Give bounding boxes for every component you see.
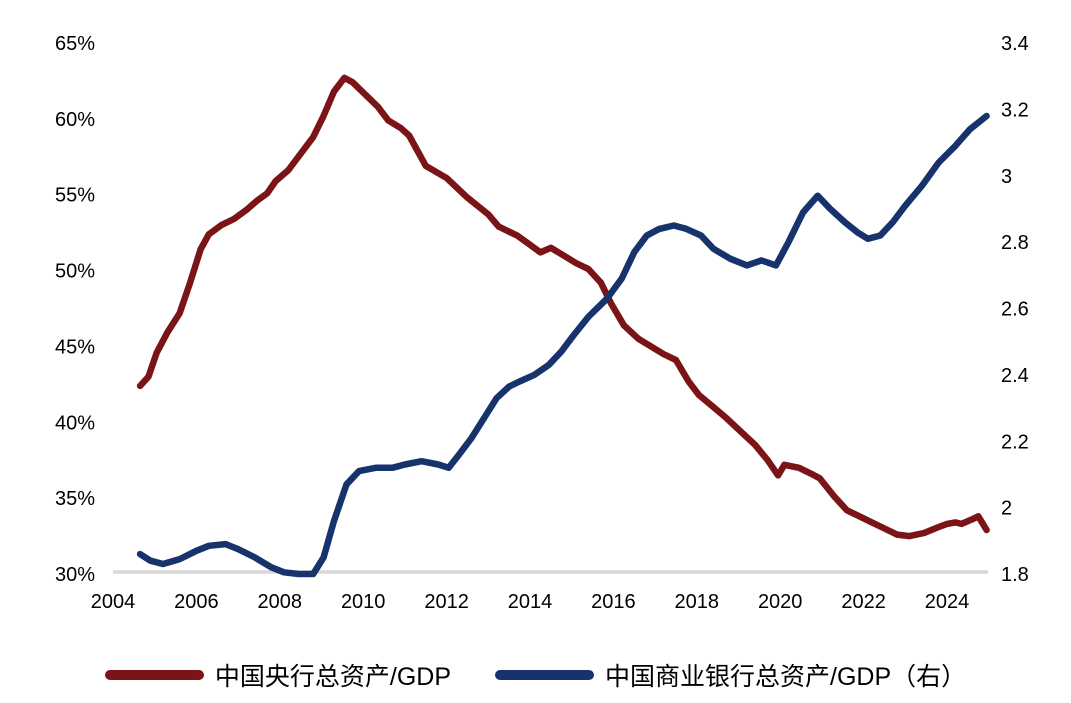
left-axis-tick-label: 30% <box>55 564 95 586</box>
right-axis-tick-label: 2 <box>1001 498 1012 520</box>
left-axis-tick-label: 50% <box>55 261 95 283</box>
commercial-banks-line-swatch <box>495 670 594 680</box>
left-axis-tick-label: 40% <box>55 412 95 434</box>
x-axis-tick-label: 2018 <box>675 591 720 613</box>
right-axis-tick-label: 2.8 <box>1001 232 1029 254</box>
left-axis-tick-label: 35% <box>55 488 95 510</box>
chart-legend: 中国央行总资产/GDP 中国商业银行总资产/GDP（右） <box>0 650 1071 700</box>
commercial-banks-assets-line <box>136 112 990 578</box>
x-axis-tick-label: 2014 <box>508 591 553 613</box>
right-axis-tick-label: 3.2 <box>1001 99 1029 121</box>
left-axis-tick-label: 60% <box>55 109 95 131</box>
x-axis-tick-label: 2024 <box>925 591 970 613</box>
x-axis-tick-label: 2020 <box>758 591 803 613</box>
right-axis-tick-label: 1.8 <box>1001 564 1029 586</box>
right-axis-tick-label: 2.4 <box>1001 365 1029 387</box>
left-axis-tick-label: 65% <box>55 33 95 55</box>
legend-item-commercial-banks: 中国商业银行总资产/GDP（右） <box>495 657 966 693</box>
x-axis-tick-label: 2008 <box>258 591 303 613</box>
central-bank-line-swatch <box>104 670 204 680</box>
right-axis-tick-label: 3.4 <box>1001 33 1029 55</box>
right-axis-tick-label: 2.6 <box>1001 299 1029 321</box>
x-axis-tick-label: 2010 <box>341 591 386 613</box>
x-axis-tick-label: 2004 <box>91 591 136 613</box>
right-axis-tick-label: 2.2 <box>1001 431 1029 453</box>
x-axis-tick-label: 2012 <box>424 591 469 613</box>
x-axis-tick-label: 2006 <box>174 591 219 613</box>
central-bank-legend-label: 中国央行总资产/GDP <box>214 663 451 691</box>
x-axis-tick-label: 2016 <box>591 591 636 613</box>
right-axis-tick-label: 3 <box>1001 166 1012 188</box>
legend-item-central-bank: 中国央行总资产/GDP <box>104 657 451 693</box>
central-bank-assets-line <box>136 74 990 540</box>
x-axis-tick-label: 2022 <box>841 591 886 613</box>
left-axis-tick-label: 45% <box>55 336 95 358</box>
commercial-banks-legend-label: 中国商业银行总资产/GDP（右） <box>605 663 967 691</box>
chart-plot-area: 65% 60% 55% 50% 45% 40% 35% 30% 3.4 3.2 3 2.8 2.6 2.4… <box>55 33 1029 613</box>
left-axis-tick-label: 55% <box>55 185 95 207</box>
